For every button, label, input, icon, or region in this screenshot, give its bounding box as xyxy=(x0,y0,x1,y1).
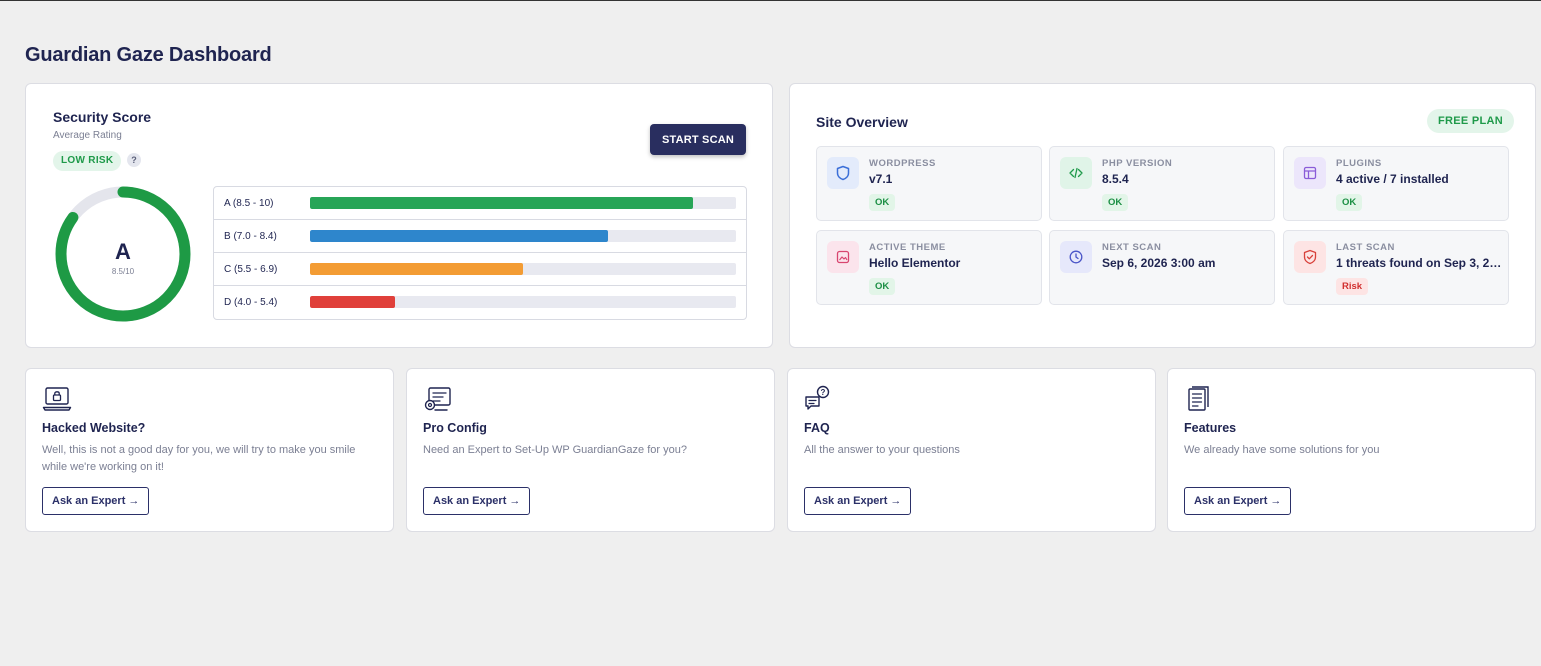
status-badge: OK xyxy=(1336,194,1363,211)
help-card-description: Need an Expert to Set-Up WP GuardianGaze… xyxy=(423,444,687,456)
page-title: Guardian Gaze Dashboard xyxy=(25,44,272,66)
ask-expert-button[interactable]: Ask an Expert → xyxy=(423,487,531,515)
risk-badge: LOW RISK xyxy=(53,151,122,171)
document-icon xyxy=(1188,386,1209,411)
faq-icon: ? xyxy=(805,385,830,410)
grade-track xyxy=(310,296,736,308)
tile-value: Sep 6, 2026 3:00 am xyxy=(1102,256,1216,270)
site-overview-card: Site Overview FREE PLAN WORDPRESS v7.1 O… xyxy=(789,83,1536,348)
status-badge: OK xyxy=(1102,194,1129,211)
laptop-lock-icon xyxy=(42,387,72,411)
security-score-card: Security Score Average Rating LOW RISK ?… xyxy=(25,83,773,348)
help-icon[interactable]: ? xyxy=(127,153,141,167)
tile-label: PHP VERSION xyxy=(1102,158,1173,169)
config-icon xyxy=(424,387,451,411)
help-card-title: FAQ xyxy=(804,421,830,435)
svg-text:?: ? xyxy=(821,388,826,397)
score-gauge: A 8.5/10 xyxy=(55,186,191,322)
help-card-description: All the answer to your questions xyxy=(804,444,960,456)
shield-check-icon xyxy=(1294,241,1326,273)
status-badge: OK xyxy=(869,278,896,295)
tile-active-theme: ACTIVE THEME Hello Elementor OK xyxy=(816,230,1042,305)
code-icon xyxy=(1060,157,1092,189)
tile-php-version: PHP VERSION 8.5.4 OK xyxy=(1049,146,1275,221)
plugins-icon xyxy=(1294,157,1326,189)
plan-badge: FREE PLAN xyxy=(1427,109,1515,133)
theme-icon xyxy=(827,241,859,273)
help-card-hacked-website: Hacked Website? Well, this is not a good… xyxy=(25,368,394,532)
site-overview-title: Site Overview xyxy=(816,114,908,130)
start-scan-button[interactable]: START SCAN xyxy=(650,124,746,155)
grade-fill-b xyxy=(310,230,609,242)
grade-track xyxy=(310,230,736,242)
tile-label: PLUGINS xyxy=(1336,158,1382,169)
help-card-title: Pro Config xyxy=(423,421,487,435)
grade-row-d: D (4.0 - 5.4) xyxy=(214,286,746,319)
tile-wordpress: WORDPRESS v7.1 OK xyxy=(816,146,1042,221)
grade-label: D (4.0 - 5.4) xyxy=(224,297,278,308)
security-score-subtitle: Average Rating xyxy=(53,130,122,141)
tile-value: 4 active / 7 installed xyxy=(1336,172,1449,186)
tile-value: Hello Elementor xyxy=(869,256,961,270)
status-badge: Risk xyxy=(1336,278,1369,295)
tile-value: 8.5.4 xyxy=(1102,172,1129,186)
grade-track xyxy=(310,263,736,275)
ask-expert-button[interactable]: Ask an Expert → xyxy=(804,487,912,515)
tile-label: WORDPRESS xyxy=(869,158,936,169)
grade-label: A (8.5 - 10) xyxy=(224,198,274,209)
tile-value: v7.1 xyxy=(869,172,893,186)
shield-icon xyxy=(827,157,859,189)
grade-track xyxy=(310,197,736,209)
grade-row-c: C (5.5 - 6.9) xyxy=(214,253,746,286)
status-badge: OK xyxy=(869,194,896,211)
clock-icon xyxy=(1060,241,1092,273)
tile-label: LAST SCAN xyxy=(1336,242,1395,253)
tile-label: NEXT SCAN xyxy=(1102,242,1162,253)
help-card-description: We already have some solutions for you xyxy=(1184,444,1380,456)
score-value: 8.5/10 xyxy=(112,267,135,276)
help-card-title: Features xyxy=(1184,421,1237,435)
grade-letter: A xyxy=(115,239,131,264)
tile-label: ACTIVE THEME xyxy=(869,242,946,253)
top-border xyxy=(0,0,1541,1)
grade-label: B (7.0 - 8.4) xyxy=(224,231,277,242)
grade-row-a: A (8.5 - 10) xyxy=(214,187,746,220)
tile-last-scan: LAST SCAN 1 threats found on Sep 3, 2026… xyxy=(1283,230,1509,305)
help-card-pro-config: Pro Config Need an Expert to Set-Up WP G… xyxy=(406,368,775,532)
ask-expert-button[interactable]: Ask an Expert → xyxy=(42,487,150,515)
gauge-arc xyxy=(55,186,191,322)
ask-expert-button[interactable]: Ask an Expert → xyxy=(1184,487,1292,515)
grade-fill-a xyxy=(310,197,694,209)
grade-fill-c xyxy=(310,263,523,275)
help-card-features: Features We already have some solutions … xyxy=(1167,368,1536,532)
help-card-description: Well, this is not a good day for you, we… xyxy=(42,444,356,473)
grade-scale: A (8.5 - 10) B (7.0 - 8.4) C (5.5 - 6.9)… xyxy=(213,186,747,320)
security-score-title: Security Score xyxy=(53,109,152,125)
help-card-faq: ? FAQ All the answer to your questions A… xyxy=(787,368,1156,532)
tile-plugins: PLUGINS 4 active / 7 installed OK xyxy=(1283,146,1509,221)
grade-fill-d xyxy=(310,296,396,308)
tile-value: 1 threats found on Sep 3, 2026 xyxy=(1336,256,1502,270)
help-card-title: Hacked Website? xyxy=(42,421,146,435)
grade-label: C (5.5 - 6.9) xyxy=(224,264,278,275)
tile-next-scan: NEXT SCAN Sep 6, 2026 3:00 am xyxy=(1049,230,1275,305)
grade-row-b: B (7.0 - 8.4) xyxy=(214,220,746,253)
